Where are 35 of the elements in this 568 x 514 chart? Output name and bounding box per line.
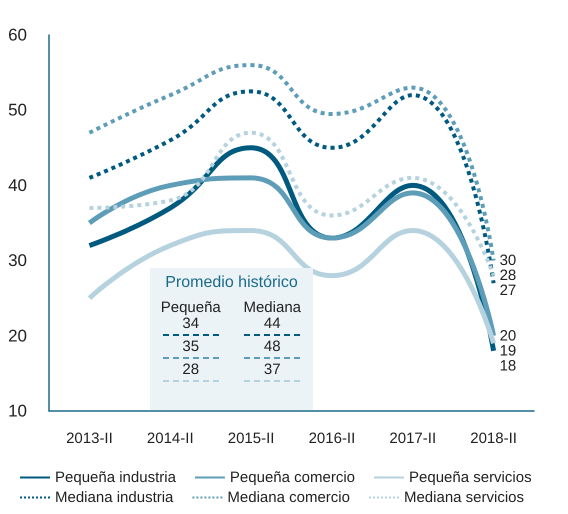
y-tick-label: 60 xyxy=(8,26,27,44)
annotation: 28 xyxy=(181,361,200,378)
x-tick-label: 2013-II xyxy=(66,430,113,447)
annotation: 48 xyxy=(262,338,282,355)
legend-label: Pequeña servicios xyxy=(409,469,532,486)
legend-label: Pequeña industria xyxy=(55,469,177,486)
x-tick-label: 2016-II xyxy=(308,430,356,447)
data-label: 28 xyxy=(500,267,516,284)
y-tick-label: 50 xyxy=(8,100,27,120)
annotation: 35 xyxy=(181,338,200,355)
legend-label: Pequeña comercio xyxy=(230,469,355,486)
y-tick-label: 10 xyxy=(8,402,27,420)
y-tick-label: 40 xyxy=(8,176,27,195)
annotation: 37 xyxy=(262,361,282,378)
annotation: Promedio histórico xyxy=(164,274,299,292)
data-label: 18 xyxy=(500,357,516,374)
data-label: 30 xyxy=(500,252,516,270)
x-tick-label: 2017-II xyxy=(389,430,436,447)
line-series xyxy=(87,63,496,263)
annotation: 44 xyxy=(262,315,282,332)
annotation: Mediana xyxy=(242,299,302,316)
legend-label: Mediana comercio xyxy=(227,489,350,506)
annotation: Pequeña xyxy=(160,299,222,316)
legend-label: Mediana industria xyxy=(55,489,174,506)
y-tick-label: 30 xyxy=(8,251,27,270)
x-tick-label: 2014-II xyxy=(146,430,194,447)
y-tick-label: 20 xyxy=(8,326,27,346)
data-label: 27 xyxy=(500,282,516,300)
data-label: 20 xyxy=(500,327,516,344)
x-tick-label: 2015-II xyxy=(228,430,274,447)
x-tick-label: 2018-II xyxy=(470,430,517,447)
legend-label: Mediana servicios xyxy=(404,489,524,506)
line-series xyxy=(87,89,496,286)
annotation: 34 xyxy=(182,315,200,332)
data-label: 19 xyxy=(500,342,516,360)
